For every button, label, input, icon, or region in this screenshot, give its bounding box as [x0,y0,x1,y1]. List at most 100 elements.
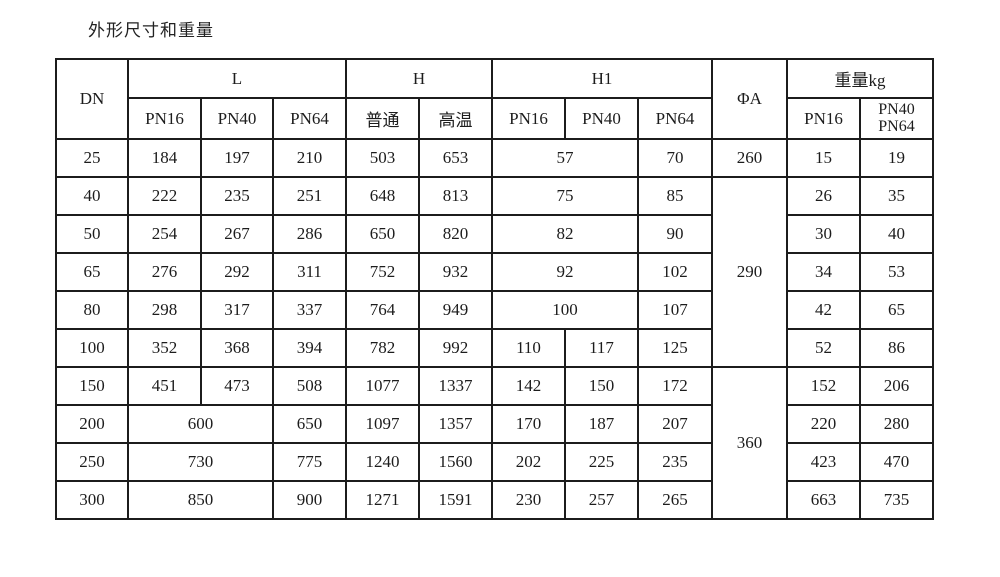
data-cell: 1357 [418,404,493,444]
data-cell: 368 [200,328,274,368]
data-cell: 197 [200,138,274,178]
data-cell: 735 [859,480,934,520]
data-cell: 663 [786,480,861,520]
data-cell: 92 [491,252,639,292]
data-cell: 265 [637,480,713,520]
data-cell: 508 [272,366,347,406]
data-cell: 187 [564,404,639,444]
data-cell: 206 [859,366,934,406]
data-cell: 207 [637,404,713,444]
table-row: 50 254 267 286 650 820 82 90 30 40 [55,214,934,254]
data-cell: 225 [564,442,639,482]
data-cell: 337 [272,290,347,330]
data-cell: 117 [564,328,639,368]
data-cell: 107 [637,290,713,330]
data-cell: 257 [564,480,639,520]
data-cell: 235 [637,442,713,482]
data-cell: 86 [859,328,934,368]
data-cell: 170 [491,404,566,444]
data-cell: 600 [127,404,274,444]
header-cell: H1 [491,58,713,99]
data-cell: 1240 [345,442,420,482]
data-cell: 50 [55,214,129,254]
data-cell: 125 [637,328,713,368]
data-cell: 30 [786,214,861,254]
data-cell: 75 [491,176,639,216]
data-cell: 100 [491,290,639,330]
header-cell: 高温 [418,97,493,140]
header-cell: PN40 [564,97,639,140]
dimensions-weight-table: DN L H H1 ΦA 重量kg PN16 PN40 PN64 普通 高温 PN16 PN40 PN64… [55,58,934,520]
data-cell: 752 [345,252,420,292]
data-cell: 360 [711,366,788,520]
data-cell: 650 [272,404,347,444]
data-cell: 782 [345,328,420,368]
data-cell: 90 [637,214,713,254]
data-cell: 470 [859,442,934,482]
data-cell: 280 [859,404,934,444]
data-cell: 150 [55,366,129,406]
header-row: DN L H H1 ΦA 重量kg [55,58,934,140]
data-cell: 267 [200,214,274,254]
data-cell: 254 [127,214,202,254]
header-cell: L [127,58,347,99]
data-cell: 764 [345,290,420,330]
data-cell: 423 [786,442,861,482]
header-cell: ΦA [711,58,788,140]
table-row: 40 222 235 251 648 813 75 85 290 26 35 [55,176,934,368]
data-cell: 260 [711,138,788,178]
data-cell: 150 [564,366,639,406]
data-cell: 65 [55,252,129,292]
data-cell: 648 [345,176,420,216]
table-row: 25 184 197 210 503 653 57 70 260 15 19 [55,138,934,178]
data-cell: 317 [200,290,274,330]
data-cell: 1271 [345,480,420,520]
data-cell: 300 [55,480,129,520]
header-cell: PN64 [272,97,347,140]
data-cell: 1560 [418,442,493,482]
data-cell: 200 [55,404,129,444]
table-row: 100 352 368 394 782 992 110 117 125 52 86 [55,328,934,368]
header-cell: PN40 PN64 [859,97,934,140]
data-cell: 40 [55,176,129,216]
data-cell: 15 [786,138,861,178]
data-cell: 292 [200,252,274,292]
data-cell: 52 [786,328,861,368]
table-row: 65 276 292 311 752 932 92 102 34 53 [55,252,934,292]
header-cell: PN16 [786,97,861,140]
data-cell: 85 [637,176,713,216]
data-cell: 26 [786,176,861,216]
data-cell: 110 [491,328,566,368]
page-title: 外形尺寸和重量 [88,21,214,40]
data-cell: 25 [55,138,129,178]
data-cell: 900 [272,480,347,520]
data-cell: 1337 [418,366,493,406]
data-cell: 775 [272,442,347,482]
table-row: 200 600 650 1097 1357 170 187 207 220 280 [55,404,934,444]
data-cell: 57 [491,138,639,178]
table-row: 300 850 900 1271 1591 230 257 265 663 735 [55,480,934,520]
data-cell: 1097 [345,404,420,444]
data-cell: 235 [200,176,274,216]
data-cell: 100 [55,328,129,368]
data-cell: 290 [711,176,788,368]
data-cell: 34 [786,252,861,292]
header-cell: 重量kg [786,58,934,99]
data-cell: 503 [345,138,420,178]
data-cell: 230 [491,480,566,520]
data-cell: 70 [637,138,713,178]
data-cell: 251 [272,176,347,216]
data-cell: 298 [127,290,202,330]
data-cell: 40 [859,214,934,254]
data-cell: 932 [418,252,493,292]
table-row: 80 298 317 337 764 949 100 107 42 65 [55,290,934,330]
data-cell: 850 [127,480,274,520]
header-cell: DN [55,58,129,140]
data-cell: 730 [127,442,274,482]
data-cell: 352 [127,328,202,368]
data-cell: 80 [55,290,129,330]
data-cell: 1591 [418,480,493,520]
data-cell: 202 [491,442,566,482]
data-cell: 250 [55,442,129,482]
data-cell: 53 [859,252,934,292]
